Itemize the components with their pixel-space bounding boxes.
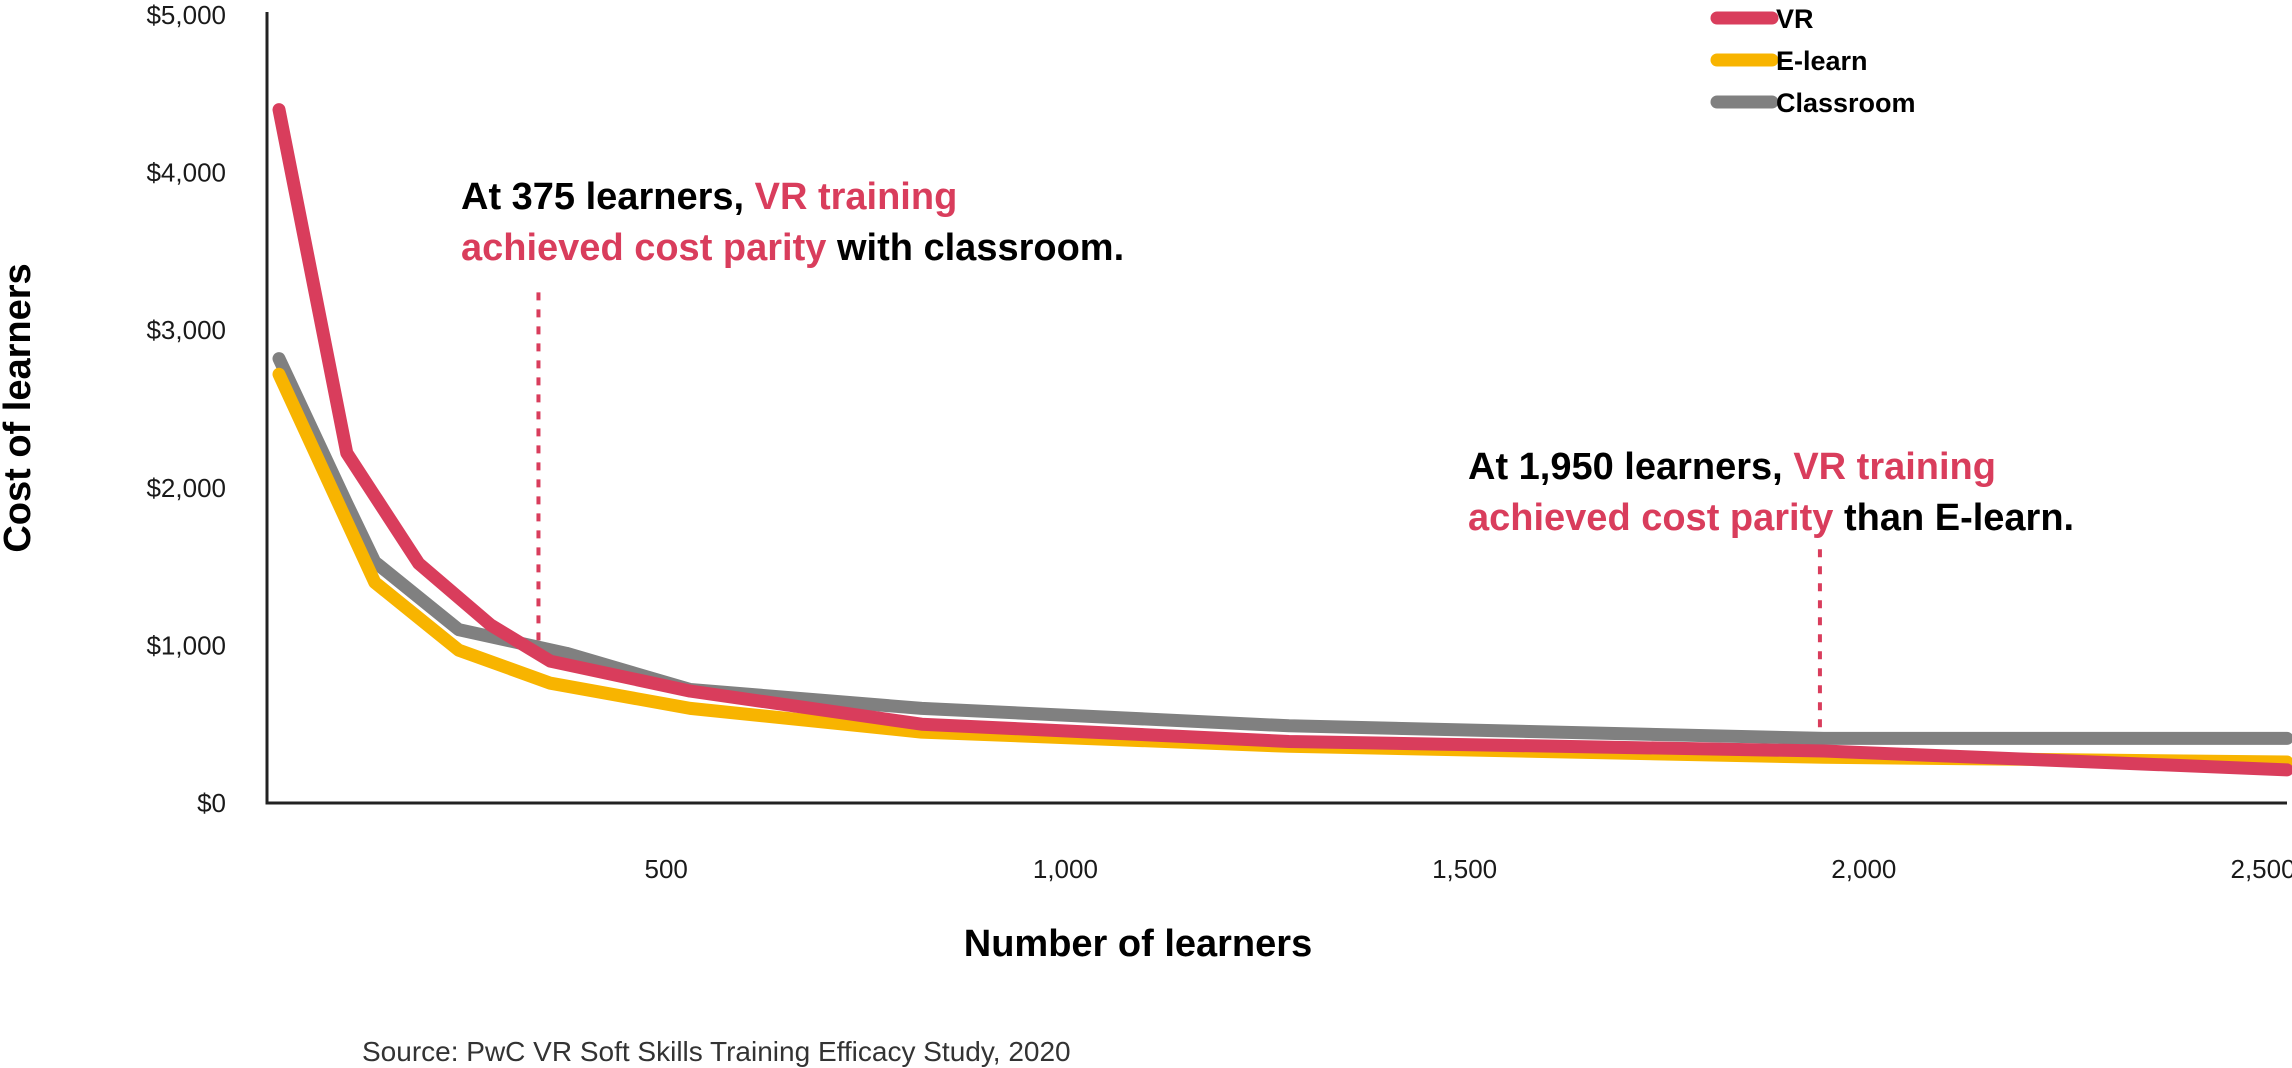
series-line-vr (272, 103, 2292, 777)
series-line-classroom (272, 352, 2292, 745)
x-tick-label: 2,500 (2231, 854, 2292, 884)
y-axis: $0 $1,000 $2,000 $3,000 $4,000 $5,000 (146, 0, 269, 818)
y-tick-label: $0 (197, 788, 226, 818)
y-tick-label: $3,000 (146, 315, 226, 345)
series-lines (272, 103, 2292, 777)
x-tick-label: 2,000 (1831, 854, 1896, 884)
x-tick-label: 1,500 (1432, 854, 1497, 884)
y-tick-label: $5,000 (146, 0, 226, 30)
x-axis-title: Number of learners (964, 923, 1312, 965)
annotation-text-line: At 375 learners, VR training (461, 176, 957, 218)
annotation-texts: At 375 learners, VR training achieved cos… (461, 176, 2074, 539)
annotation-text-line: At 1,950 learners, VR training (1468, 446, 1996, 488)
legend-label: Classroom (1776, 88, 1916, 118)
source-note: Source: PwC VR Soft Skills Training Effi… (362, 1036, 1071, 1067)
annotation-text-line: achieved cost parity than E-learn. (1468, 497, 2074, 539)
y-axis-title: Cost of learners (0, 263, 39, 552)
series-line-e-learn (272, 367, 2292, 769)
legend-label: VR (1776, 4, 1814, 34)
legend-label: E-learn (1776, 46, 1868, 76)
annotation-lines (536, 292, 1822, 742)
y-tick-label: $1,000 (146, 630, 226, 660)
x-tick-label: 500 (645, 854, 688, 884)
annotation-text-line: achieved cost parity with classroom. (461, 227, 1124, 269)
x-tick-label: 1,000 (1033, 854, 1098, 884)
x-axis: 500 1,000 1,500 2,000 2,500 (265, 801, 2292, 884)
y-tick-label: $4,000 (146, 158, 226, 188)
y-tick-label: $2,000 (146, 473, 226, 503)
legend: VR E-learn Classroom (1710, 4, 1916, 118)
